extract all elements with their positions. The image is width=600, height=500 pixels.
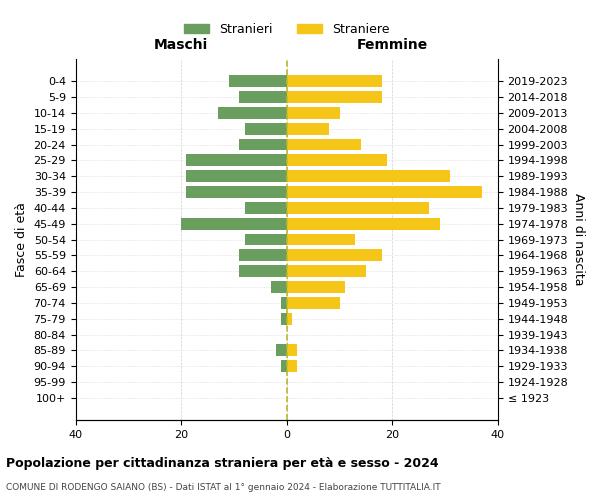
Bar	[287, 75, 382, 87]
Bar	[287, 122, 329, 134]
Bar	[187, 170, 287, 182]
Bar	[287, 250, 382, 262]
Bar	[281, 297, 287, 309]
Bar	[245, 202, 287, 214]
Bar	[229, 75, 287, 87]
Bar	[287, 154, 387, 166]
Bar	[287, 344, 298, 356]
Bar	[187, 154, 287, 166]
Bar	[287, 266, 366, 277]
Bar	[239, 138, 287, 150]
Bar	[287, 360, 298, 372]
Bar	[287, 313, 292, 324]
Bar	[187, 186, 287, 198]
Bar	[239, 250, 287, 262]
Bar	[245, 234, 287, 245]
Bar	[276, 344, 287, 356]
Bar	[287, 91, 382, 103]
Bar	[287, 281, 345, 293]
Text: Maschi: Maschi	[154, 38, 208, 52]
Text: COMUNE DI RODENGO SAIANO (BS) - Dati ISTAT al 1° gennaio 2024 - Elaborazione TUT: COMUNE DI RODENGO SAIANO (BS) - Dati IST…	[6, 483, 440, 492]
Bar	[287, 107, 340, 119]
Bar	[271, 281, 287, 293]
Bar	[287, 234, 355, 245]
Bar	[281, 313, 287, 324]
Bar	[181, 218, 287, 230]
Bar	[218, 107, 287, 119]
Bar	[287, 186, 482, 198]
Bar	[287, 218, 440, 230]
Text: Femmine: Femmine	[356, 38, 428, 52]
Legend: Stranieri, Straniere: Stranieri, Straniere	[179, 18, 395, 41]
Bar	[239, 266, 287, 277]
Bar	[287, 138, 361, 150]
Bar	[281, 360, 287, 372]
Text: Popolazione per cittadinanza straniera per età e sesso - 2024: Popolazione per cittadinanza straniera p…	[6, 458, 439, 470]
Y-axis label: Fasce di età: Fasce di età	[15, 202, 28, 277]
Bar	[287, 170, 451, 182]
Bar	[245, 122, 287, 134]
Bar	[287, 202, 429, 214]
Y-axis label: Anni di nascita: Anni di nascita	[572, 194, 585, 286]
Bar	[287, 297, 340, 309]
Bar	[239, 91, 287, 103]
